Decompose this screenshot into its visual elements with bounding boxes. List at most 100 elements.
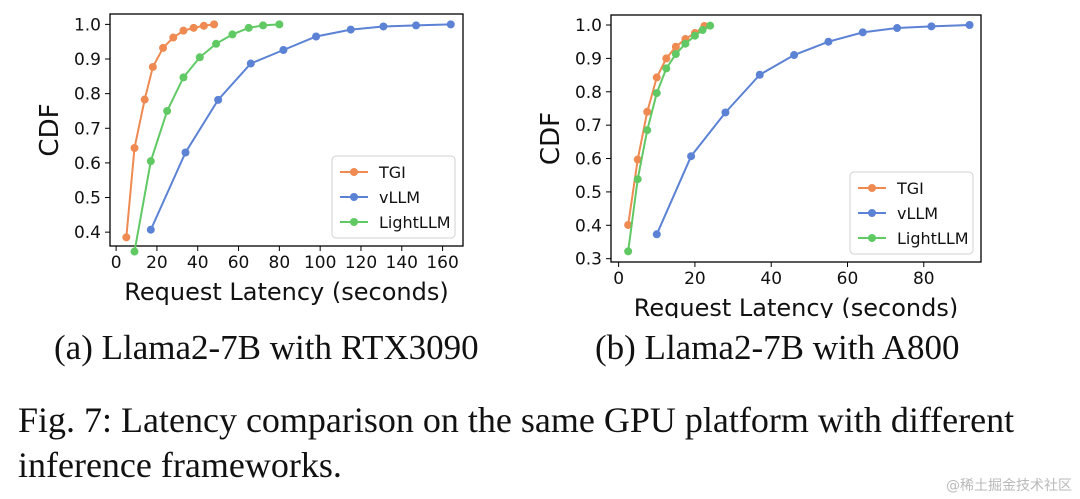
data-point-vllm bbox=[858, 28, 867, 37]
data-point-lightllm bbox=[633, 175, 642, 184]
plot-frame bbox=[610, 14, 982, 263]
data-point-vllm bbox=[893, 24, 902, 33]
data-point-vllm bbox=[146, 225, 155, 234]
series-line-vllm bbox=[149, 23, 451, 231]
legend-label-tgi: TGI bbox=[896, 179, 924, 198]
data-point-vllm bbox=[246, 59, 255, 68]
x-tick-label: 0 bbox=[613, 269, 624, 289]
x-tick-label: 20 bbox=[146, 253, 168, 273]
data-point-tgi bbox=[148, 62, 157, 71]
data-point-lightllm bbox=[130, 247, 139, 256]
y-tick-label: 0.6 bbox=[74, 154, 101, 174]
data-point-tgi bbox=[671, 42, 680, 51]
data-point-vllm bbox=[687, 152, 696, 161]
legend-marker-vllm bbox=[350, 193, 358, 201]
data-point-tgi bbox=[169, 33, 178, 42]
data-point-vllm bbox=[279, 46, 288, 55]
x-tick-label: 40 bbox=[760, 269, 782, 289]
legend-marker-lightllm bbox=[868, 234, 876, 242]
legend-box bbox=[331, 155, 456, 239]
data-point-vllm bbox=[652, 230, 661, 239]
data-point-tgi bbox=[652, 73, 661, 82]
data-point-tgi bbox=[199, 21, 208, 30]
watermark: @稀土掘金技术社区 bbox=[946, 478, 1072, 494]
y-tick-label: 0.9 bbox=[575, 49, 602, 69]
y-tick-label: 0.8 bbox=[74, 85, 101, 105]
legend-box bbox=[849, 171, 974, 255]
data-point-vllm bbox=[181, 148, 190, 157]
x-tick-label: 160 bbox=[426, 253, 458, 273]
data-point-lightllm bbox=[643, 126, 652, 135]
y-tick-label: 0.6 bbox=[575, 150, 602, 170]
series-line-tgi bbox=[125, 23, 215, 238]
data-point-lightllm bbox=[212, 39, 221, 48]
data-point-lightllm bbox=[195, 53, 204, 62]
chart-llama2-a800: 0 20 40 60 80 0.3 0.4 0.5 0.6 0.7 0.8 0.9 1.0 Request… bbox=[540, 14, 982, 318]
y-tick-label: 0.5 bbox=[74, 189, 101, 209]
data-point-lightllm bbox=[228, 30, 237, 39]
y-tick-label: 0.3 bbox=[575, 250, 602, 270]
data-point-vllm bbox=[446, 20, 455, 29]
y-tick-label: 0.9 bbox=[74, 50, 101, 70]
plot-frame bbox=[109, 13, 464, 247]
y-tick-label: 0.7 bbox=[575, 116, 602, 136]
series-line-lightllm bbox=[133, 23, 280, 252]
data-point-tgi bbox=[210, 20, 219, 29]
data-point-vllm bbox=[379, 22, 388, 31]
data-point-lightllm bbox=[146, 157, 155, 166]
x-tick-label: 60 bbox=[837, 269, 859, 289]
data-point-vllm bbox=[965, 21, 974, 30]
x-tick-label: 80 bbox=[269, 253, 291, 273]
data-point-vllm bbox=[927, 22, 936, 31]
data-point-tgi bbox=[662, 54, 671, 63]
data-point-lightllm bbox=[259, 21, 268, 30]
data-point-lightllm bbox=[652, 89, 661, 98]
y-axis-label: CDF bbox=[540, 112, 566, 165]
legend-marker-vllm bbox=[868, 209, 876, 217]
data-point-vllm bbox=[824, 37, 833, 46]
y-tick-label: 0.8 bbox=[575, 83, 602, 103]
y-axis-label: CDF bbox=[35, 103, 65, 156]
series-line-lightllm bbox=[627, 24, 711, 252]
data-point-lightllm bbox=[163, 106, 172, 115]
x-tick-label: 140 bbox=[386, 253, 418, 273]
data-point-lightllm bbox=[624, 247, 633, 256]
subcaption-a: (a) Llama2-7B with RTX3090 bbox=[54, 328, 479, 367]
data-point-tgi bbox=[140, 95, 149, 104]
data-point-vllm bbox=[790, 51, 799, 60]
legend-marker-tgi bbox=[868, 184, 876, 192]
data-point-lightllm bbox=[179, 73, 188, 82]
legend-label-vllm: vLLM bbox=[379, 188, 420, 207]
data-point-lightllm bbox=[698, 26, 707, 35]
legend-label-lightllm: LightLLM bbox=[897, 229, 969, 248]
x-axis-label: Request Latency (seconds) bbox=[124, 278, 448, 306]
x-tick-label: 0 bbox=[111, 253, 122, 273]
data-point-lightllm bbox=[690, 31, 699, 40]
legend-label-vllm: vLLM bbox=[897, 204, 938, 223]
x-tick-label: 60 bbox=[228, 253, 250, 273]
data-point-lightllm bbox=[244, 23, 253, 32]
x-tick-label: 100 bbox=[304, 253, 336, 273]
data-point-lightllm bbox=[681, 39, 690, 48]
y-tick-label: 0.5 bbox=[575, 183, 602, 203]
data-point-tgi bbox=[179, 26, 188, 35]
data-point-tgi bbox=[624, 220, 633, 229]
y-tick-label: 1.0 bbox=[575, 16, 602, 36]
data-point-vllm bbox=[412, 21, 421, 30]
data-point-vllm bbox=[312, 32, 321, 41]
data-point-lightllm bbox=[662, 64, 671, 73]
x-tick-label: 120 bbox=[345, 253, 377, 273]
legend-label-tgi: TGI bbox=[378, 163, 406, 182]
y-tick-label: 1.0 bbox=[74, 15, 101, 35]
x-tick-label: 40 bbox=[187, 253, 209, 273]
data-point-tgi bbox=[122, 233, 131, 242]
legend-label-lightllm: LightLLM bbox=[379, 213, 451, 232]
data-point-tgi bbox=[189, 23, 198, 32]
subcaption-b: (b) Llama2-7B with A800 bbox=[595, 328, 960, 367]
legend-marker-lightllm bbox=[350, 218, 358, 226]
series-line-vllm bbox=[655, 24, 970, 235]
figure-caption: Fig. 7: Latency comparison on the same G… bbox=[18, 400, 1015, 485]
y-tick-label: 0.4 bbox=[575, 216, 602, 236]
y-tick-label: 0.4 bbox=[74, 223, 101, 243]
data-point-vllm bbox=[755, 70, 764, 79]
